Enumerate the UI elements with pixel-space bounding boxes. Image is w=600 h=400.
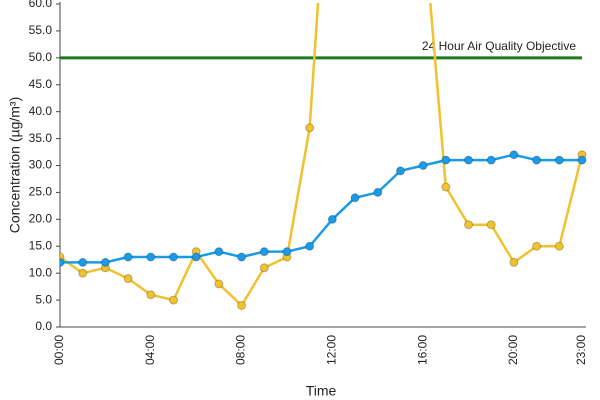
data-point [214,247,224,257]
data-point [259,263,269,273]
x-tick-label: 16:00 [415,335,429,365]
data-point [168,295,178,305]
data-point [191,252,201,262]
y-tick-label: 30.0 [29,158,53,172]
data-point [577,155,587,165]
data-point [486,220,496,230]
y-tick-label: 50.0 [29,50,53,64]
data-point [123,274,133,284]
data-point [554,155,564,165]
data-point [395,166,405,176]
data-point [146,290,156,300]
data-point [282,247,292,257]
series-line [60,3,584,308]
x-tick-label: 23:00 [574,335,588,365]
x-tick-label: 04:00 [143,335,157,365]
data-point [464,155,474,165]
data-point [327,214,337,224]
data-point [305,241,315,251]
data-point [60,257,65,267]
x-tick-label: 08:00 [234,335,248,365]
data-point [532,155,542,165]
data-point [237,300,247,310]
data-point [441,182,451,192]
data-point [237,252,247,262]
data-point [259,247,269,257]
x-tick-label: 12:00 [325,335,339,365]
data-point [418,161,428,170]
data-point [350,193,360,203]
data-point [100,257,110,267]
data-point [509,150,519,160]
y-tick-label: 5.0 [35,292,52,306]
data-point [532,241,542,251]
x-tick-label: 00:00 [52,335,66,365]
x-axis-label: Time [306,383,337,399]
data-point [168,252,178,262]
data-point [214,279,224,289]
data-point [554,241,564,251]
y-tick-label: 60.0 [29,0,53,10]
x-tick-label: 20:00 [506,335,520,365]
data-point [486,155,496,165]
data-point [305,123,315,133]
data-point [441,155,451,165]
y-axis-label: Concentration (µg/m³) [7,97,23,233]
y-tick-label: 25.0 [29,185,53,199]
data-point [78,257,88,267]
y-tick-label: 0.0 [35,319,52,333]
y-tick-label: 10.0 [29,265,53,279]
y-tick-label: 45.0 [29,77,53,91]
data-point [509,257,519,267]
y-tick-label: 35.0 [29,131,53,145]
plot-area [60,3,587,310]
y-tick-label: 20.0 [29,212,53,226]
y-tick-label: 55.0 [29,23,53,37]
y-tick-label: 15.0 [29,238,53,252]
reference-label: 24 Hour Air Quality Objective [422,39,576,53]
data-point [78,268,88,278]
data-point [146,252,156,262]
data-point [464,220,474,230]
data-point [123,252,133,262]
data-point [373,187,383,197]
y-tick-label: 40.0 [29,104,53,118]
